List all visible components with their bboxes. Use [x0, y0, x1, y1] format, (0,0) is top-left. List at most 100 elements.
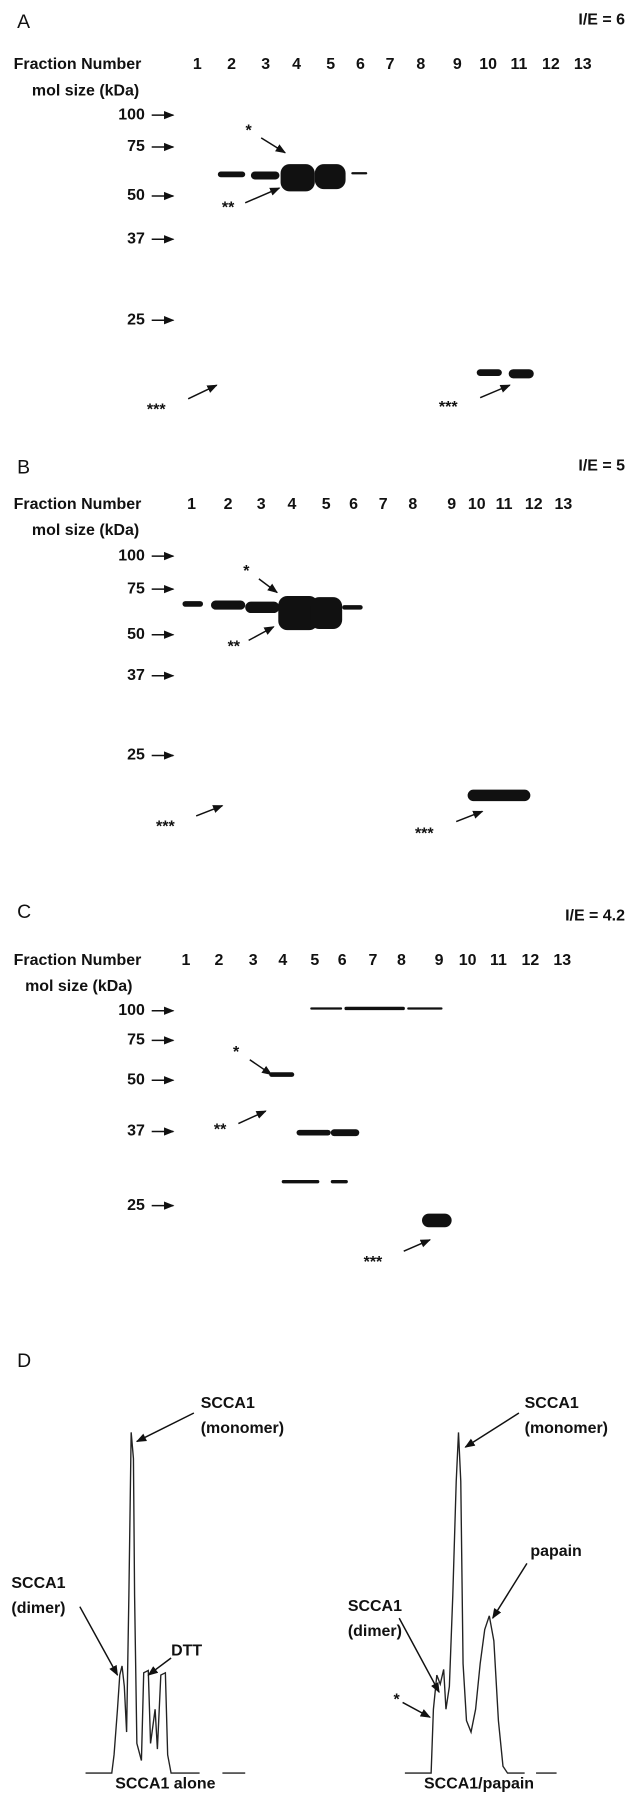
- gel-band: [342, 605, 363, 610]
- fraction-number: 12: [542, 56, 560, 73]
- gel-band: [280, 164, 315, 192]
- peak-label: papain: [530, 1543, 581, 1560]
- marker-label: 50: [127, 187, 145, 204]
- star-label: *: [243, 563, 250, 580]
- gel-band: [281, 1179, 320, 1184]
- gel-band: [278, 595, 319, 631]
- gel-band: [508, 369, 534, 379]
- marker-label: 100: [118, 106, 145, 123]
- star-label: ***: [156, 819, 175, 836]
- fraction-number: 9: [447, 496, 456, 513]
- fraction-number: 7: [386, 56, 395, 73]
- marker-label: 50: [127, 1071, 145, 1088]
- panel-label: D: [17, 1350, 31, 1372]
- fraction-number: 3: [261, 56, 270, 73]
- chromatogram-right: [404, 1432, 557, 1774]
- marker-label: 37: [127, 231, 145, 248]
- marker-label: 100: [118, 1002, 145, 1019]
- star-label: ***: [415, 825, 434, 842]
- arrow: [464, 1412, 520, 1448]
- fraction-number: 8: [397, 952, 406, 969]
- peak-label: DTT: [171, 1642, 202, 1659]
- gel-band: [330, 1179, 348, 1184]
- fraction-number: 13: [555, 496, 573, 513]
- fraction-number: 10: [468, 496, 486, 513]
- peak-label: SCCA1: [11, 1575, 65, 1592]
- star-label: ***: [364, 1254, 383, 1271]
- peak-label: (monomer): [201, 1420, 284, 1437]
- gel-band: [211, 600, 246, 610]
- gel-band: [310, 597, 343, 630]
- arrow: [238, 1110, 267, 1125]
- fraction-number: 13: [574, 56, 592, 73]
- marker-label: 37: [127, 667, 145, 684]
- gel-band: [344, 1006, 405, 1011]
- fraction-number: 11: [490, 952, 507, 969]
- gel-band: [476, 369, 502, 377]
- marker-label: 25: [127, 311, 145, 328]
- peak-label: SCCA1: [525, 1395, 579, 1412]
- gel-band: [250, 171, 280, 180]
- fraction-number: 7: [379, 496, 388, 513]
- fraction-number: 2: [227, 56, 236, 73]
- fraction-number: 1: [193, 56, 202, 73]
- marker-label: 37: [127, 1123, 145, 1140]
- star-label: *: [233, 1044, 240, 1061]
- marker-label: 75: [127, 1032, 145, 1049]
- peak-label: (dimer): [11, 1600, 65, 1617]
- star-label: ***: [439, 399, 458, 416]
- star-label: ***: [147, 401, 166, 418]
- peak-label: (dimer): [348, 1623, 402, 1640]
- arrow: [79, 1606, 119, 1676]
- fraction-number: 3: [257, 496, 266, 513]
- fraction-number: 6: [338, 952, 347, 969]
- gel-band: [467, 789, 531, 802]
- marker-label: 25: [127, 1197, 145, 1214]
- arrow: [402, 1701, 431, 1718]
- marker-label: 75: [127, 580, 145, 597]
- arrow: [147, 1657, 172, 1676]
- fraction-number: 12: [521, 952, 539, 969]
- gel-band: [296, 1129, 331, 1136]
- gel-band: [422, 1213, 452, 1228]
- panel-label: A: [17, 11, 30, 33]
- peak-label: (monomer): [525, 1420, 608, 1437]
- chromatogram-left: [85, 1432, 246, 1774]
- gel-band: [330, 1129, 360, 1137]
- peak-label: SCCA1: [348, 1598, 402, 1615]
- fraction-number: 10: [479, 56, 497, 73]
- fraction-header: Fraction Number: [14, 952, 142, 969]
- fraction-number: 11: [511, 56, 528, 73]
- caption: SCCA1 alone: [115, 1776, 215, 1793]
- arrow: [135, 1412, 195, 1443]
- gel-band: [310, 1007, 343, 1010]
- panel-d: [85, 1432, 557, 1774]
- marker-label: 100: [118, 547, 145, 564]
- gel-band: [351, 172, 368, 175]
- arrow: [492, 1563, 528, 1619]
- star-label: **: [228, 638, 241, 655]
- fraction-number: 4: [278, 952, 287, 969]
- fraction-number: 2: [215, 952, 224, 969]
- gel-band: [269, 1072, 295, 1077]
- arrow: [403, 1239, 431, 1252]
- ratio-label: I/E = 4.2: [565, 907, 625, 924]
- fraction-number: 5: [310, 952, 319, 969]
- arrow: [260, 137, 287, 154]
- arrow: [195, 804, 224, 817]
- fraction-number: 8: [408, 496, 417, 513]
- fraction-header: Fraction Number: [14, 496, 142, 513]
- fraction-number: 1: [181, 952, 190, 969]
- star-label: **: [214, 1122, 227, 1139]
- caption: SCCA1/papain: [424, 1776, 534, 1793]
- gel-band: [245, 601, 280, 614]
- size-header: mol size (kDa): [32, 522, 139, 539]
- arrow: [248, 626, 275, 642]
- fraction-number: 13: [553, 952, 571, 969]
- arrow: [244, 187, 281, 204]
